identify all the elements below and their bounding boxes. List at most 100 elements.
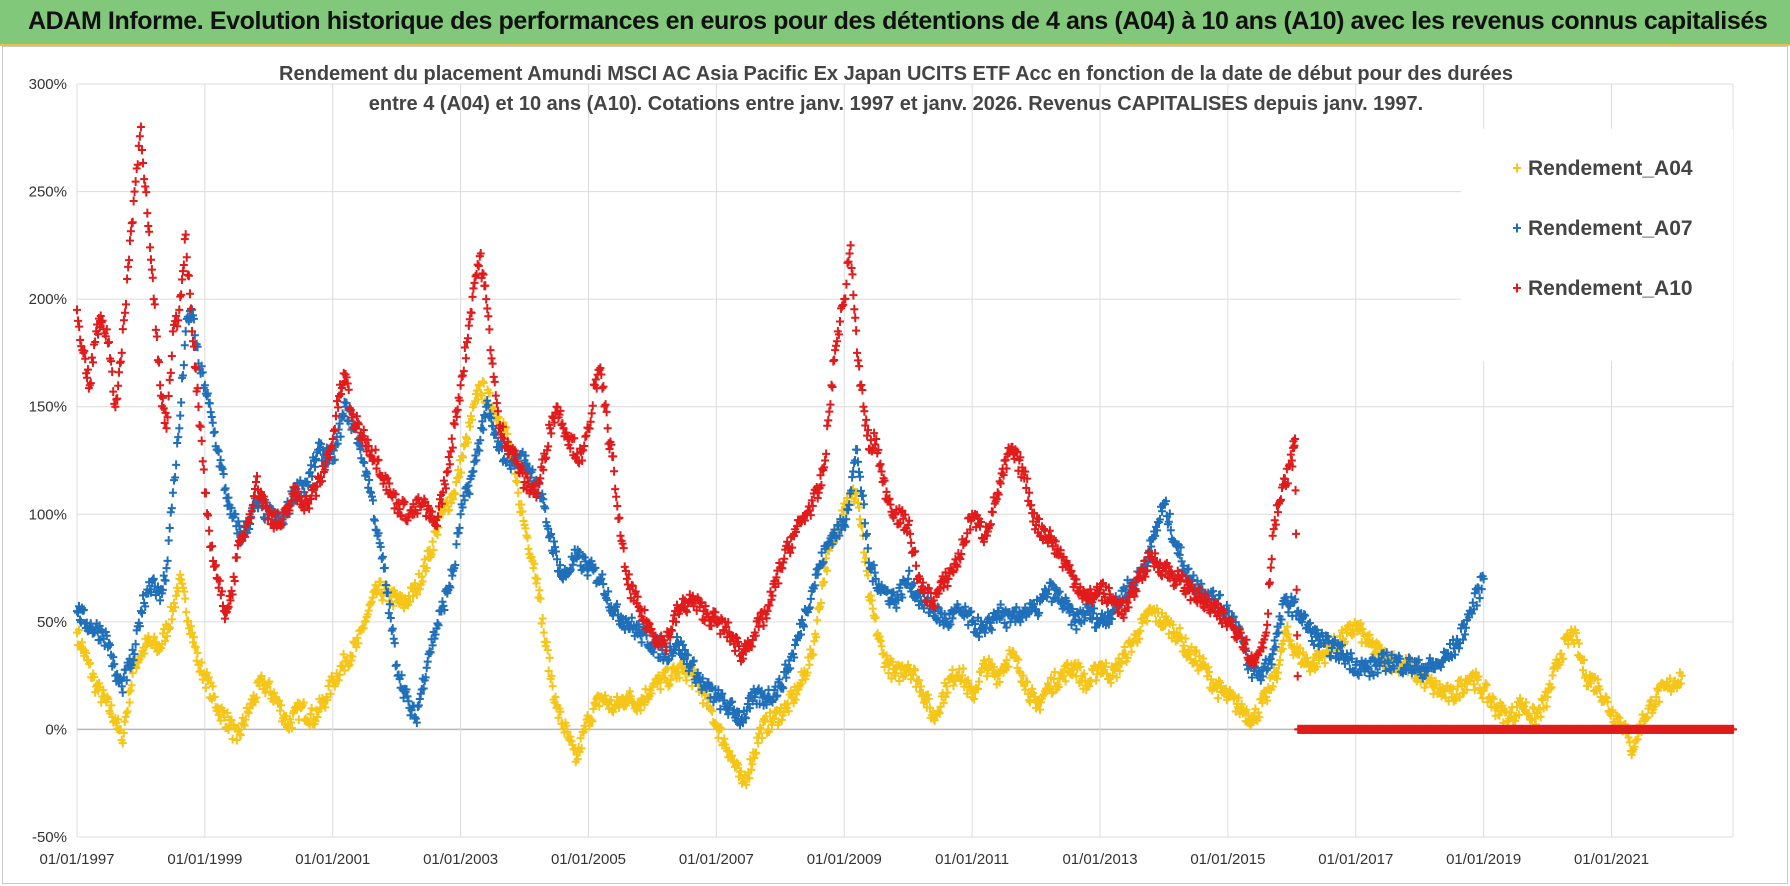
data-point	[707, 704, 716, 714]
data-point	[1114, 653, 1123, 663]
data-point	[131, 177, 140, 187]
data-point	[1004, 662, 1013, 672]
data-point	[130, 187, 139, 197]
y-tick-label: 50%	[37, 614, 67, 631]
data-point	[514, 488, 523, 498]
data-point	[1448, 684, 1457, 694]
data-point	[1268, 531, 1277, 541]
y-tick-label: 300%	[29, 76, 67, 93]
data-point	[468, 292, 477, 302]
data-point	[1495, 710, 1504, 720]
data-point	[199, 464, 208, 474]
data-point	[118, 687, 127, 697]
data-point	[88, 357, 97, 367]
data-point	[230, 576, 239, 586]
data-point	[1275, 655, 1284, 665]
data-point	[805, 660, 814, 670]
data-point	[189, 632, 198, 642]
data-point	[682, 675, 691, 685]
data-point	[1335, 631, 1344, 641]
data-point	[854, 355, 863, 365]
data-point	[1023, 677, 1032, 687]
data-point	[1242, 705, 1251, 715]
data-point	[988, 507, 997, 517]
data-point	[1666, 674, 1675, 684]
data-point	[127, 680, 136, 690]
data-point	[1462, 685, 1471, 695]
data-point	[184, 271, 193, 281]
data-point	[551, 692, 560, 702]
data-point	[299, 698, 308, 708]
data-point	[746, 754, 755, 764]
data-point	[1356, 618, 1365, 628]
report-title: ADAM Informe. Evolution historique des p…	[28, 7, 1768, 35]
data-point	[857, 380, 866, 390]
data-point	[1143, 616, 1152, 626]
data-point	[1643, 713, 1652, 723]
data-point	[850, 304, 859, 314]
data-point	[939, 698, 948, 708]
data-point	[469, 283, 478, 293]
data-point	[465, 422, 474, 432]
data-point	[1482, 680, 1491, 690]
data-point	[742, 780, 751, 790]
data-point	[172, 591, 181, 601]
data-point	[181, 594, 190, 604]
data-point	[123, 706, 132, 716]
data-point	[1222, 695, 1231, 705]
data-point	[164, 391, 173, 401]
data-point	[223, 708, 232, 718]
data-point	[252, 693, 261, 703]
data-point	[169, 598, 178, 608]
data-point	[75, 322, 84, 332]
data-point	[179, 360, 188, 370]
data-point	[489, 372, 498, 382]
grid-lines	[76, 83, 1734, 838]
data-point	[1267, 554, 1276, 564]
data-point	[1026, 697, 1035, 707]
data-point	[482, 294, 491, 304]
data-point	[1625, 737, 1634, 747]
data-point	[1214, 693, 1223, 703]
data-point	[422, 563, 431, 573]
chart-title-line: entre 4 (A04) et 10 ans (A10). Cotations…	[369, 93, 1423, 115]
data-point	[236, 730, 245, 740]
data-point	[734, 760, 743, 770]
data-point	[168, 326, 177, 336]
data-point	[74, 316, 83, 326]
data-point	[116, 357, 125, 367]
data-point	[806, 594, 815, 604]
data-point	[825, 407, 834, 417]
y-tick-label: 0%	[45, 721, 67, 738]
data-point	[104, 694, 113, 704]
data-point	[122, 299, 131, 309]
data-point	[180, 340, 189, 350]
data-point	[1076, 662, 1085, 672]
data-point	[265, 677, 274, 687]
data-point	[153, 355, 162, 365]
data-point	[145, 227, 154, 237]
data-point	[1675, 668, 1684, 678]
data-point	[148, 273, 157, 283]
data-point	[610, 466, 619, 476]
data-point	[484, 311, 493, 321]
data-point	[1603, 697, 1612, 707]
data-point	[887, 673, 896, 683]
data-point	[1054, 682, 1063, 692]
data-point	[607, 695, 616, 705]
data-point	[370, 516, 379, 526]
data-point	[348, 651, 357, 661]
data-point	[784, 706, 793, 716]
data-point	[193, 648, 202, 658]
data-point	[570, 744, 579, 754]
data-point	[408, 591, 417, 601]
data-point	[455, 472, 464, 482]
data-point	[180, 234, 189, 244]
data-point	[855, 503, 864, 513]
data-point	[1106, 678, 1115, 688]
data-point	[126, 226, 135, 236]
data-point	[99, 685, 108, 695]
data-point	[171, 602, 180, 612]
data-point	[959, 664, 968, 674]
data-point	[1312, 662, 1321, 672]
